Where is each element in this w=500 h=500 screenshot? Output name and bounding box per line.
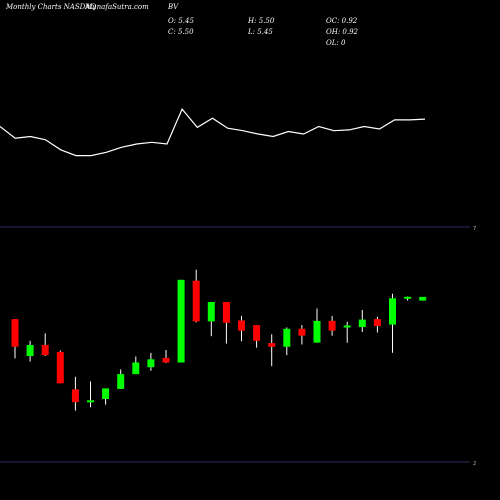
low-value: L: 5.45	[248, 28, 273, 36]
candle-15	[222, 302, 230, 344]
candle-body	[358, 319, 366, 327]
candle-body	[313, 320, 321, 343]
ol-value: OL: 0	[326, 39, 346, 47]
candle-body	[41, 345, 49, 356]
candle-body	[222, 302, 230, 323]
candle-body	[373, 319, 381, 326]
candle-panel	[11, 269, 427, 411]
candle-body	[298, 328, 306, 336]
chart-title: Monthly Charts NASDAQ	[6, 3, 97, 11]
candle-9	[132, 356, 140, 375]
candle-24	[358, 309, 366, 332]
candle-19	[283, 327, 291, 356]
candle-body	[328, 320, 336, 331]
candle-body	[238, 320, 245, 331]
candle-body	[56, 351, 64, 384]
ticker-symbol: BV	[168, 3, 179, 11]
candle-16	[238, 315, 245, 342]
candle-22	[328, 315, 336, 336]
candle-body	[404, 296, 412, 299]
candle-body	[147, 359, 155, 368]
high-value: H: 5.50	[248, 17, 275, 25]
candle-body	[26, 345, 34, 357]
candle-10	[147, 352, 155, 371]
candle-body	[132, 362, 140, 375]
candle-body	[11, 319, 19, 347]
candle-23	[343, 321, 351, 343]
watermark: MunafaSutra.com	[85, 3, 149, 11]
candle-2	[26, 340, 34, 362]
candle-body	[389, 298, 396, 325]
oh-value: OH: 0.92	[326, 28, 359, 36]
y-tick-label-top: 7	[473, 226, 476, 232]
candle-body	[253, 325, 261, 341]
candle-body	[71, 389, 79, 403]
candle-body	[117, 374, 125, 389]
candle-17	[253, 325, 261, 348]
candle-7	[102, 388, 110, 405]
candle-21	[313, 308, 321, 343]
open-value: O: 5.45	[168, 17, 194, 25]
candle-26	[389, 293, 396, 353]
candle-body	[419, 296, 427, 301]
candle-body	[283, 328, 291, 347]
candle-body	[162, 357, 170, 363]
candle-4	[56, 350, 64, 384]
candle-27	[404, 296, 412, 301]
line-panel	[0, 107, 426, 157]
y-tick-label-bottom: 2	[473, 461, 476, 467]
candle-25	[373, 316, 381, 333]
candle-body	[177, 279, 185, 363]
candle-11	[162, 350, 170, 363]
candle-14	[207, 302, 215, 337]
price-line	[0, 107, 426, 157]
candle-body	[192, 280, 200, 322]
candle-body	[102, 388, 110, 399]
candle-1	[11, 319, 19, 359]
candle-body	[268, 343, 276, 347]
candle-28	[419, 296, 427, 301]
close-value: C: 5.50	[168, 28, 194, 36]
candle-body	[87, 400, 94, 403]
candle-body	[343, 325, 351, 328]
candle-8	[117, 369, 125, 389]
candle-3	[41, 333, 49, 357]
candle-6	[87, 381, 94, 408]
candle-18	[268, 334, 276, 367]
candle-5	[71, 376, 79, 411]
oc-value: OC: 0.92	[326, 17, 358, 25]
candle-20	[298, 325, 306, 345]
candle-12	[177, 279, 185, 363]
candle-body	[207, 302, 215, 322]
candle-13	[192, 269, 200, 323]
